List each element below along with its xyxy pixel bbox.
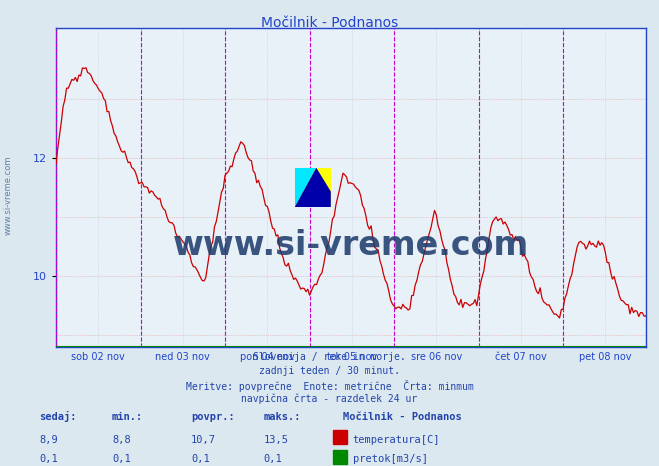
Text: povpr.:: povpr.: — [191, 412, 235, 422]
Text: 8,8: 8,8 — [112, 435, 130, 445]
Text: maks.:: maks.: — [264, 412, 301, 422]
Text: Močilnik - Podnanos: Močilnik - Podnanos — [343, 412, 461, 422]
Polygon shape — [295, 168, 331, 207]
Text: Slovenija / reke in morje.: Slovenija / reke in morje. — [253, 352, 406, 362]
Polygon shape — [295, 168, 331, 207]
Text: 0,1: 0,1 — [40, 454, 58, 464]
Text: zadnji teden / 30 minut.: zadnji teden / 30 minut. — [259, 366, 400, 376]
Text: pretok[m3/s]: pretok[m3/s] — [353, 454, 428, 464]
Text: 0,1: 0,1 — [191, 454, 210, 464]
Text: sedaj:: sedaj: — [40, 411, 77, 422]
Text: 8,9: 8,9 — [40, 435, 58, 445]
Text: temperatura[C]: temperatura[C] — [353, 435, 440, 445]
Polygon shape — [295, 168, 316, 207]
Text: Močilnik - Podnanos: Močilnik - Podnanos — [261, 16, 398, 30]
Text: Meritve: povprečne  Enote: metrične  Črta: minmum: Meritve: povprečne Enote: metrične Črta:… — [186, 380, 473, 392]
Text: 10,7: 10,7 — [191, 435, 216, 445]
Text: navpična črta - razdelek 24 ur: navpična črta - razdelek 24 ur — [241, 394, 418, 404]
Text: min.:: min.: — [112, 412, 143, 422]
Text: 13,5: 13,5 — [264, 435, 289, 445]
Text: 0,1: 0,1 — [112, 454, 130, 464]
Text: www.si-vreme.com: www.si-vreme.com — [3, 156, 13, 235]
Text: www.si-vreme.com: www.si-vreme.com — [173, 228, 529, 261]
Text: 0,1: 0,1 — [264, 454, 282, 464]
